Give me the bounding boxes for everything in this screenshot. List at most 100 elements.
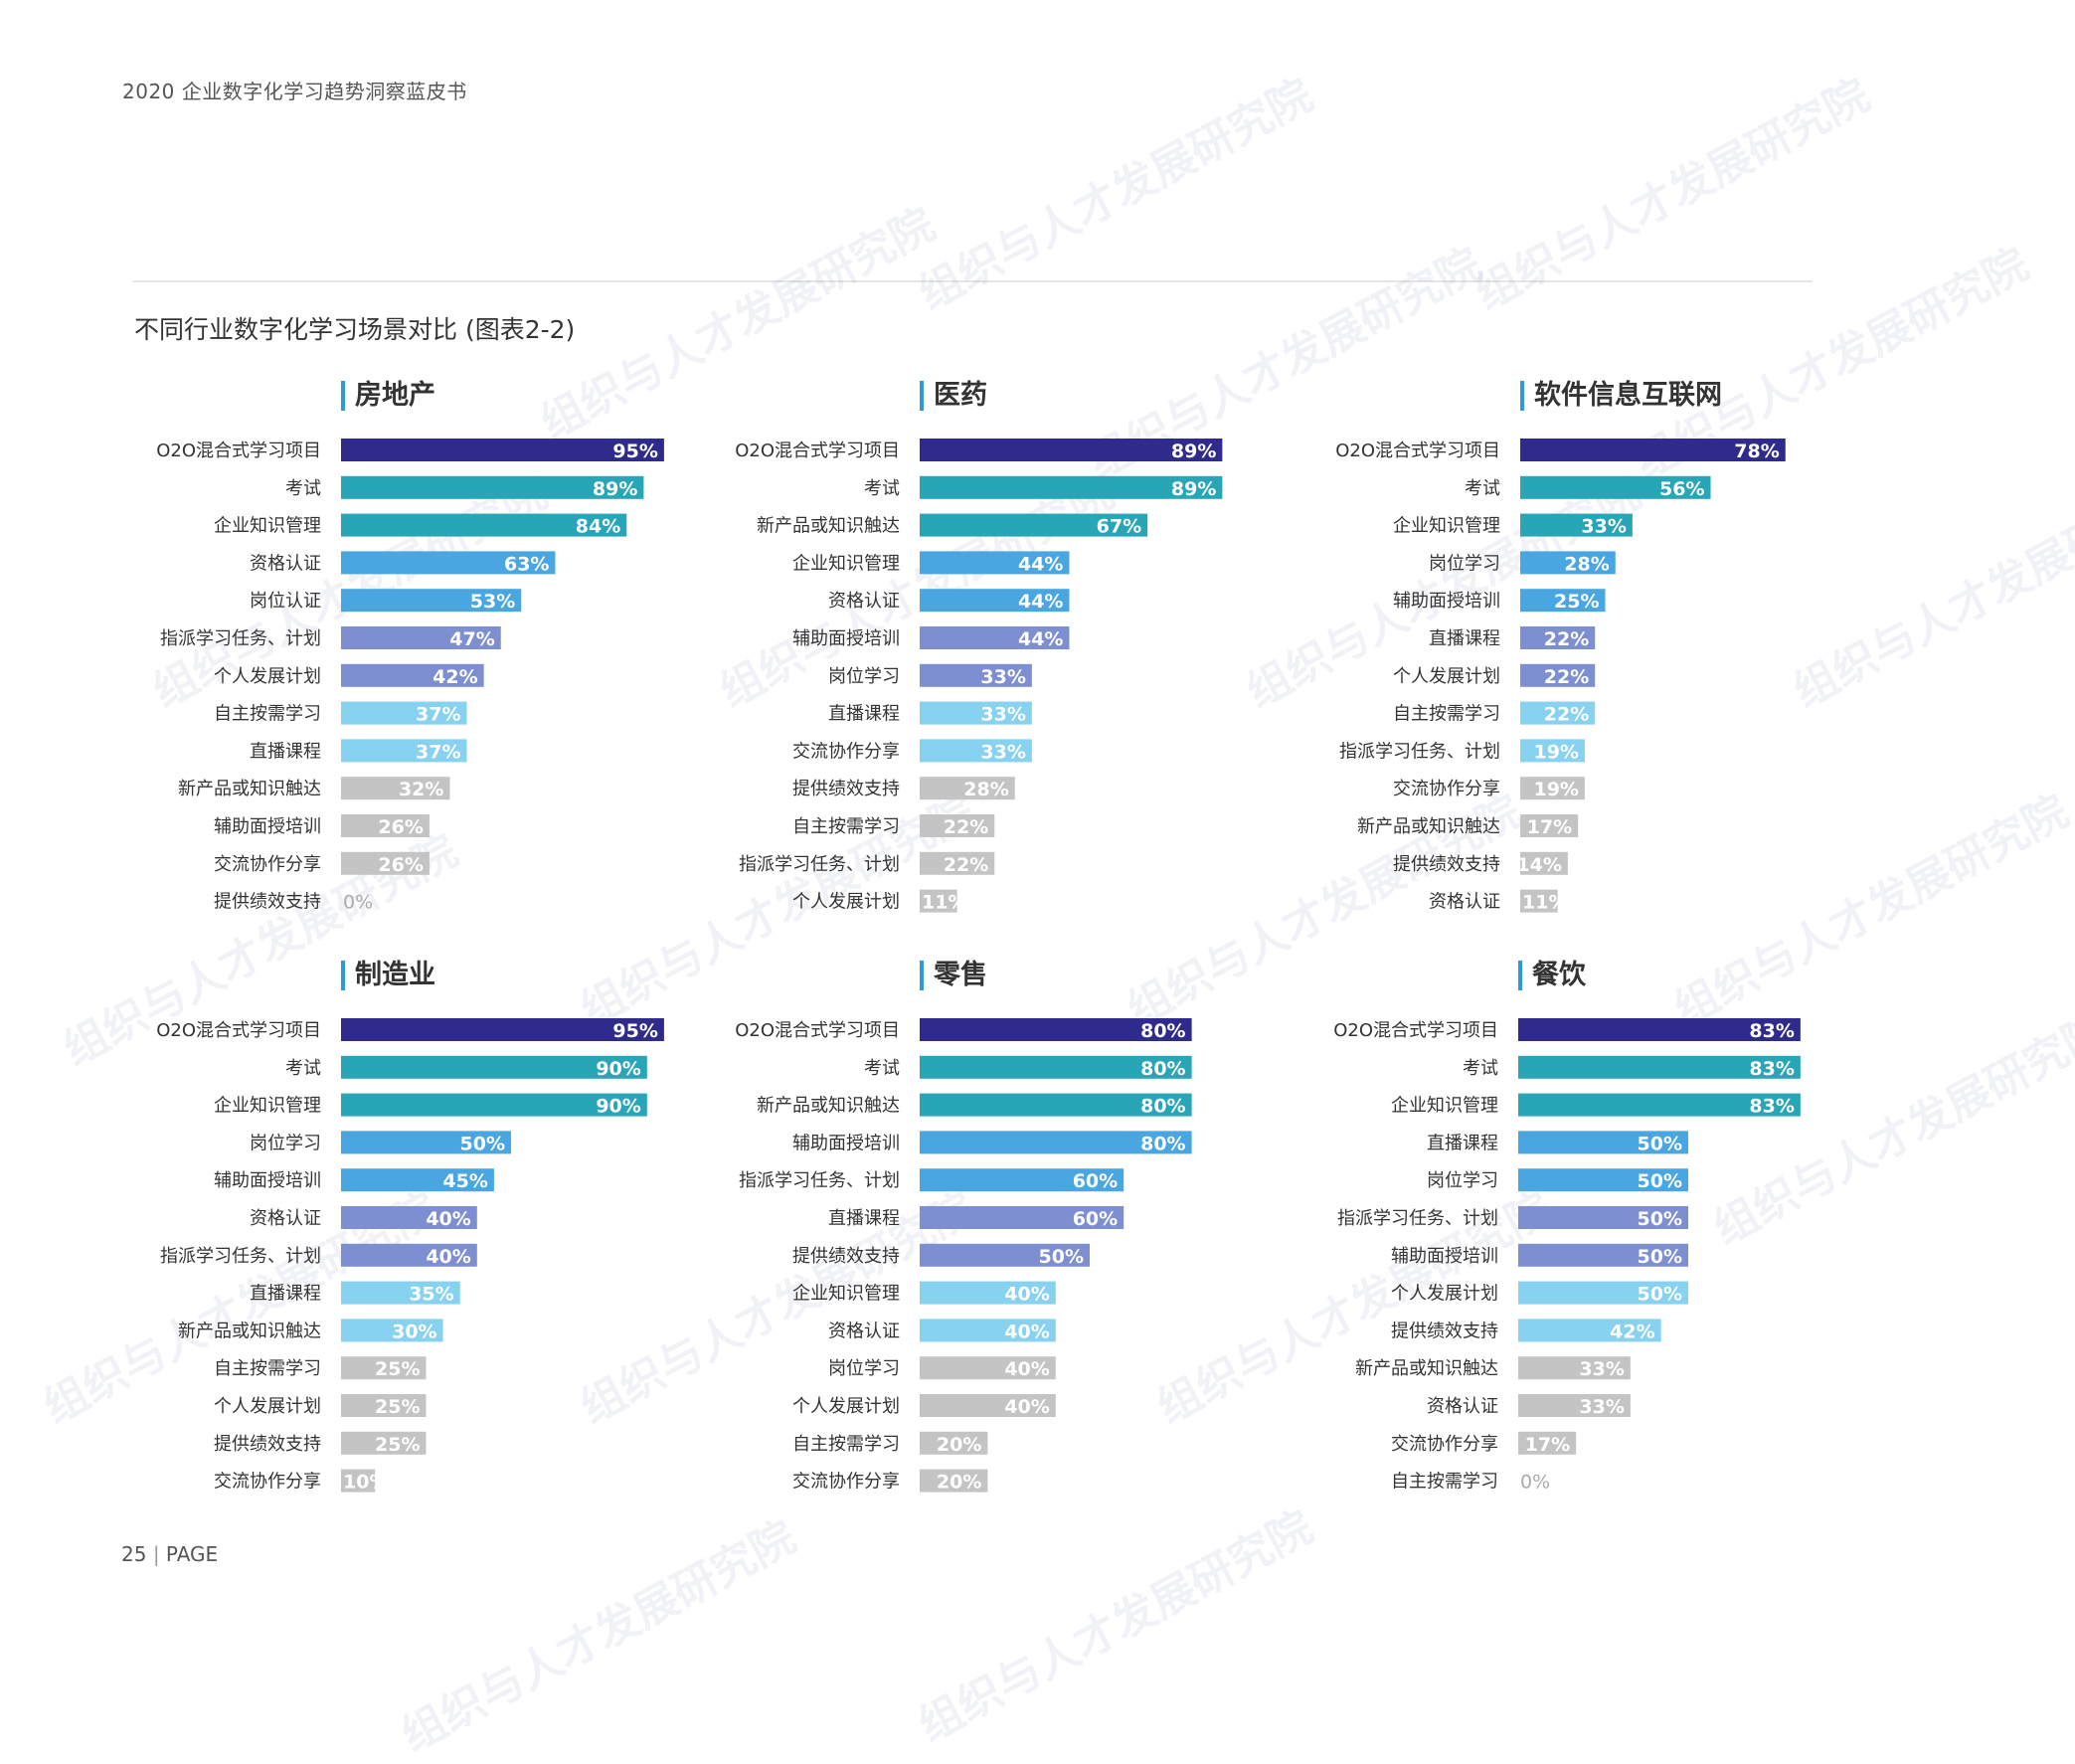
bar [1520,551,1616,575]
category-label: 资格认证 [1429,892,1500,913]
value-label: 25% [375,1396,420,1418]
category-label: 企业知识管理 [1391,1096,1498,1117]
category-label: 提供绩效支持 [792,779,900,799]
page-footer: 25 | PAGE [121,1542,219,1566]
value-label: 80% [1140,1058,1185,1080]
bar [341,439,664,461]
bar [920,1131,1192,1154]
bar [920,589,1070,613]
value-label: 10% [343,1472,388,1494]
bar [920,1018,1192,1041]
watermark: 组织与人才发展研究院 [1467,70,1878,320]
bar [920,889,957,913]
chart-panel-real-estate: 房地产 O2O混合式学习项目 95% 考试 89% 企业知识管理 84% 资格认证 63% 岗位… [156,381,918,977]
value-label: 17% [1527,816,1572,838]
category-label: 企业知识管理 [792,1284,900,1305]
value-label: 22% [1544,666,1589,688]
value-label: 50% [1638,1170,1682,1192]
value-label: 63% [504,553,549,575]
value-label: 50% [1638,1133,1682,1154]
bar [341,513,627,537]
chart-panel-manufacturing: 制造业 O2O混合式学习项目 95% 考试 90% 企业知识管理 90% 岗位学习 50% 辅助… [156,961,918,1557]
chart-title: 房地产 [341,381,435,411]
category-label: 个人发展计划 [1391,1284,1498,1305]
category-label: 提供绩效支持 [1391,1321,1498,1341]
bar [1520,475,1711,499]
bar [920,551,1070,575]
value-label: 33% [1579,1396,1624,1418]
header-divider [132,280,1813,282]
category-label: 辅助面授培训 [214,816,321,837]
figure-title: 不同行业数字化学习场景对比 (图表2-2) [134,315,576,344]
value-label: 40% [1004,1284,1049,1306]
page-number: 25 [121,1542,147,1566]
value-label: 83% [1749,1096,1794,1118]
bar [341,1394,427,1417]
bar [920,701,1032,725]
bar [341,777,450,800]
category-label: 自主按需学习 [1391,1472,1498,1493]
category-label: 指派学习任务、计划 [739,1170,900,1191]
value-label: 40% [1004,1358,1049,1380]
category-label: 指派学习任务、计划 [160,1246,321,1267]
category-label: 考试 [864,1058,900,1079]
value-label: 95% [612,441,657,462]
category-label: 自主按需学习 [1393,704,1500,725]
bar [1518,1093,1801,1117]
category-label: 岗位学习 [1429,553,1500,574]
value-label: 22% [944,816,988,838]
category-label: 个人发展计划 [214,666,321,687]
category-label: 提供绩效支持 [214,892,321,913]
value-label: 0% [343,892,373,914]
bar [920,513,1148,537]
bar [1518,1131,1688,1154]
bar [1520,889,1558,913]
value-label: 19% [1533,779,1578,800]
value-label: 50% [1638,1284,1682,1306]
category-label: O2O混合式学习项目 [735,1020,900,1041]
category-label: 资格认证 [828,1321,900,1341]
category-label: 资格认证 [1427,1396,1498,1417]
value-label: 40% [426,1208,470,1230]
value-label: 89% [1171,441,1216,462]
value-label: 33% [1581,516,1626,538]
bar [920,1055,1192,1079]
page-label: PAGE [165,1542,219,1566]
category-label: 个人发展计划 [792,892,900,913]
value-label: 50% [1039,1246,1084,1268]
value-label: 26% [378,816,423,838]
value-label: 33% [980,741,1025,763]
chart-title: 医药 [920,381,987,411]
value-label: 25% [375,1358,420,1380]
category-label: 直播课程 [1429,628,1500,649]
category-label: 考试 [1463,1058,1498,1079]
bar [920,1319,1056,1342]
category-label: 岗位学习 [250,1133,321,1153]
bar [920,475,1223,499]
category-label: 自主按需学习 [792,1434,900,1455]
value-label: 44% [1018,553,1063,575]
category-label: 新产品或知识触达 [757,1096,900,1117]
category-label: 岗位学习 [1427,1170,1498,1191]
value-label: 30% [392,1321,436,1342]
category-label: 指派学习任务、计划 [1337,1208,1498,1229]
category-label: 直播课程 [828,704,900,725]
value-label: 50% [1638,1208,1682,1230]
value-label: 80% [1140,1133,1185,1154]
category-label: 自主按需学习 [792,816,900,837]
value-label: 37% [416,704,460,726]
category-label: 交流协作分享 [792,1472,900,1493]
category-label: 辅助面授培训 [1391,1246,1498,1267]
value-label: 45% [442,1170,487,1192]
bar-chart-retail: O2O混合式学习项目 80% 考试 80% 新产品或知识触达 80% 辅助面授培训 80% 指派… [735,1018,1192,1494]
bar [1518,1168,1688,1192]
bar [1518,1018,1801,1041]
value-label: 14% [1516,854,1561,876]
value-label: 25% [375,1434,420,1456]
value-label: 50% [460,1133,505,1154]
value-label: 40% [1004,1396,1049,1418]
category-label: 指派学习任务、计划 [739,854,900,875]
value-label: 11% [1522,892,1567,914]
bar [1520,814,1579,837]
category-label: 资格认证 [828,591,900,612]
